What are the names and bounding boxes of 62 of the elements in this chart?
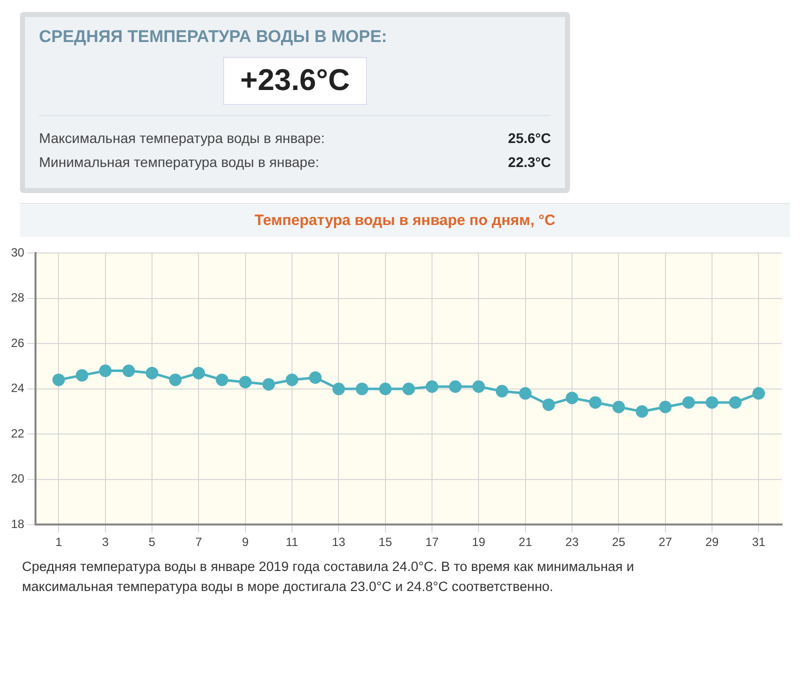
y-tick-label: 28	[10, 290, 25, 305]
point	[192, 366, 205, 380]
point	[52, 374, 65, 386]
text: СРЕДНЯЯ ТЕМПЕРАТУРА ВОДЫ В МОРЕ:	[39, 27, 388, 47]
y-tick-label: 26	[10, 336, 25, 350]
point	[379, 382, 392, 396]
x-tick-label: 11	[286, 535, 299, 550]
y-tick-label: 18	[10, 516, 25, 531]
point	[309, 371, 322, 384]
point	[402, 382, 415, 396]
point	[286, 374, 298, 386]
y-tick-label: 22	[10, 426, 25, 440]
point	[356, 382, 368, 396]
x-tick-label: 29	[705, 535, 719, 550]
text: +23.6°C	[223, 57, 367, 105]
x-tick-label: 5	[148, 535, 156, 550]
point	[659, 400, 672, 414]
point	[122, 364, 135, 378]
x-tick-label: 27	[658, 535, 672, 550]
text: Средняя температура воды в январе 2019 года составила 24.0°C. В то время как минимальная и максимальная температура воды в море достигала 23.0°C и 24.8°C соответственно.	[22, 558, 636, 596]
point	[216, 374, 228, 386]
text: Максимальная температура воды в январе:	[39, 130, 325, 146]
point	[472, 380, 485, 393]
point	[146, 366, 158, 380]
y-tick-label: 30	[10, 246, 25, 260]
point	[449, 380, 462, 393]
point	[612, 400, 625, 414]
x-tick-label: 3	[102, 535, 110, 550]
point	[519, 387, 532, 400]
point	[589, 396, 602, 409]
x-tick-label: 7	[195, 535, 202, 550]
point	[636, 405, 648, 418]
x-tick-label: 13	[332, 535, 346, 550]
x-tick-label: 23	[565, 535, 579, 550]
y-tick-label: 20	[10, 472, 25, 486]
point	[76, 369, 88, 382]
x-tick-label: 25	[612, 535, 626, 550]
x-tick-label: 21	[518, 535, 532, 550]
text: 22.3°C	[508, 154, 551, 170]
point	[542, 398, 555, 411]
point	[496, 384, 508, 398]
point	[682, 396, 695, 409]
point	[566, 392, 578, 404]
x-tick-label: 19	[472, 535, 486, 550]
chart-title: Температура воды в январе по дням, °C	[20, 203, 790, 237]
x-tick-label: 1	[55, 535, 62, 550]
point	[752, 387, 765, 400]
point	[729, 396, 742, 409]
point	[332, 382, 345, 396]
point	[239, 376, 252, 388]
point	[99, 364, 112, 378]
point	[262, 378, 275, 391]
text: Минимальная температура воды в январе:	[39, 154, 320, 170]
point	[706, 396, 718, 409]
y-tick-label: 24	[10, 381, 25, 396]
x-tick-label: 17	[425, 535, 439, 550]
point	[426, 380, 438, 393]
text: 25.6°C	[508, 130, 551, 146]
point	[169, 374, 182, 386]
x-tick-label: 9	[242, 535, 249, 550]
x-tick-label: 15	[378, 535, 392, 550]
x-tick-label: 31	[752, 535, 766, 550]
